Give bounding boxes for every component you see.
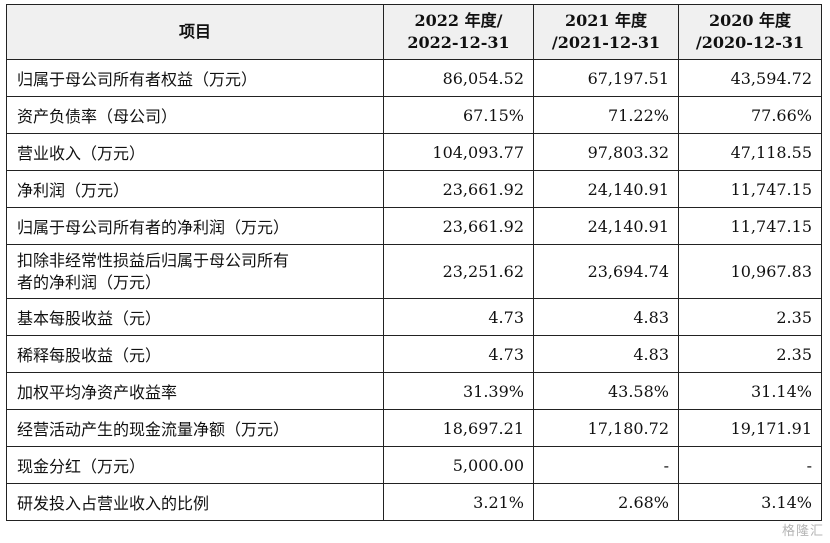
value-2020: - [678, 446, 822, 484]
table-row: 基本每股收益（元） 4.73 4.83 2.35 [6, 298, 822, 336]
row-label: 加权平均净资产收益率 [6, 372, 384, 410]
value-2021: - [533, 446, 679, 484]
value-2022: 23,661.92 [383, 207, 534, 245]
table-row: 稀释每股收益（元） 4.73 4.83 2.35 [6, 335, 822, 373]
value-2021: 4.83 [533, 335, 679, 373]
row-label: 稀释每股收益（元） [6, 335, 384, 373]
header-2020: 2020 年度 /2020-12-31 [678, 4, 822, 60]
value-2020: 43,594.72 [678, 59, 822, 97]
row-label: 研发投入占营业收入的比例 [6, 483, 384, 521]
header-2021-line2: /2021-12-31 [551, 33, 661, 52]
value-2022: 31.39% [383, 372, 534, 410]
row-label: 净利润（万元） [6, 170, 384, 208]
value-2020: 2.35 [678, 298, 822, 336]
value-2020: 2.35 [678, 335, 822, 373]
value-2020: 19,171.91 [678, 409, 822, 447]
value-2020: 47,118.55 [678, 133, 822, 171]
table-row: 加权平均净资产收益率 31.39% 43.58% 31.14% [6, 372, 822, 410]
value-2022: 3.21% [383, 483, 534, 521]
header-2021: 2021 年度 /2021-12-31 [533, 4, 679, 60]
value-2021: 23,694.74 [533, 244, 679, 299]
row-label: 基本每股收益（元） [6, 298, 384, 336]
value-2022: 4.73 [383, 335, 534, 373]
row-label-line1: 扣除非经常性损益后归属于母公司所有 [17, 250, 290, 270]
value-2022: 104,093.77 [383, 133, 534, 171]
value-2022: 5,000.00 [383, 446, 534, 484]
table-row: 净利润（万元） 23,661.92 24,140.91 11,747.15 [6, 170, 822, 208]
table-row: 归属于母公司所有者的净利润（万元） 23,661.92 24,140.91 11… [6, 207, 822, 245]
value-2022: 67.15% [383, 96, 534, 134]
table-row: 经营活动产生的现金流量净额（万元） 18,697.21 17,180.72 19… [6, 409, 822, 447]
header-item: 项目 [6, 4, 384, 60]
value-2020: 10,967.83 [678, 244, 822, 299]
value-2022: 86,054.52 [383, 59, 534, 97]
table-row: 扣除非经常性损益后归属于母公司所有 者的净利润（万元） 23,251.62 23… [6, 244, 822, 299]
value-2022: 18,697.21 [383, 409, 534, 447]
value-2021: 71.22% [533, 96, 679, 134]
value-2021: 43.58% [533, 372, 679, 410]
value-2020: 11,747.15 [678, 207, 822, 245]
row-label: 归属于母公司所有者的净利润（万元） [6, 207, 384, 245]
header-2021-line1: 2021 年度 [564, 11, 648, 30]
header-row: 项目 2022 年度/ 2022-12-31 2021 年度 /2021-12-… [6, 4, 822, 60]
table-row: 现金分红（万元） 5,000.00 - - [6, 446, 822, 484]
table-row: 研发投入占营业收入的比例 3.21% 2.68% 3.14% [6, 483, 822, 521]
header-2022: 2022 年度/ 2022-12-31 [383, 4, 534, 60]
value-2021: 4.83 [533, 298, 679, 336]
value-2022: 4.73 [383, 298, 534, 336]
financial-summary-table: 项目 2022 年度/ 2022-12-31 2021 年度 /2021-12-… [6, 4, 822, 521]
value-2021: 67,197.51 [533, 59, 679, 97]
value-2021: 2.68% [533, 483, 679, 521]
value-2021: 17,180.72 [533, 409, 679, 447]
value-2020: 11,747.15 [678, 170, 822, 208]
header-2022-line2: 2022-12-31 [407, 33, 510, 52]
row-label: 现金分红（万元） [6, 446, 384, 484]
row-label: 经营活动产生的现金流量净额（万元） [6, 409, 384, 447]
value-2021: 24,140.91 [533, 170, 679, 208]
value-2021: 24,140.91 [533, 207, 679, 245]
value-2020: 77.66% [678, 96, 822, 134]
row-label: 扣除非经常性损益后归属于母公司所有 者的净利润（万元） [6, 244, 384, 299]
row-label: 资产负债率（母公司） [6, 96, 384, 134]
value-2020: 31.14% [678, 372, 822, 410]
row-label: 归属于母公司所有者权益（万元） [6, 59, 384, 97]
watermark-logo: 格隆汇 [781, 524, 824, 539]
value-2021: 97,803.32 [533, 133, 679, 171]
row-label: 营业收入（万元） [6, 133, 384, 171]
row-label-line2: 者的净利润（万元） [17, 272, 162, 292]
table-row: 归属于母公司所有者权益（万元） 86,054.52 67,197.51 43,5… [6, 59, 822, 97]
value-2020: 3.14% [678, 483, 822, 521]
table-row: 资产负债率（母公司） 67.15% 71.22% 77.66% [6, 96, 822, 134]
value-2022: 23,661.92 [383, 170, 534, 208]
header-2022-line1: 2022 年度/ [414, 11, 503, 30]
value-2022: 23,251.62 [383, 244, 534, 299]
header-2020-line2: /2020-12-31 [695, 33, 805, 52]
table-row: 营业收入（万元） 104,093.77 97,803.32 47,118.55 [6, 133, 822, 171]
header-2020-line1: 2020 年度 [708, 11, 792, 30]
